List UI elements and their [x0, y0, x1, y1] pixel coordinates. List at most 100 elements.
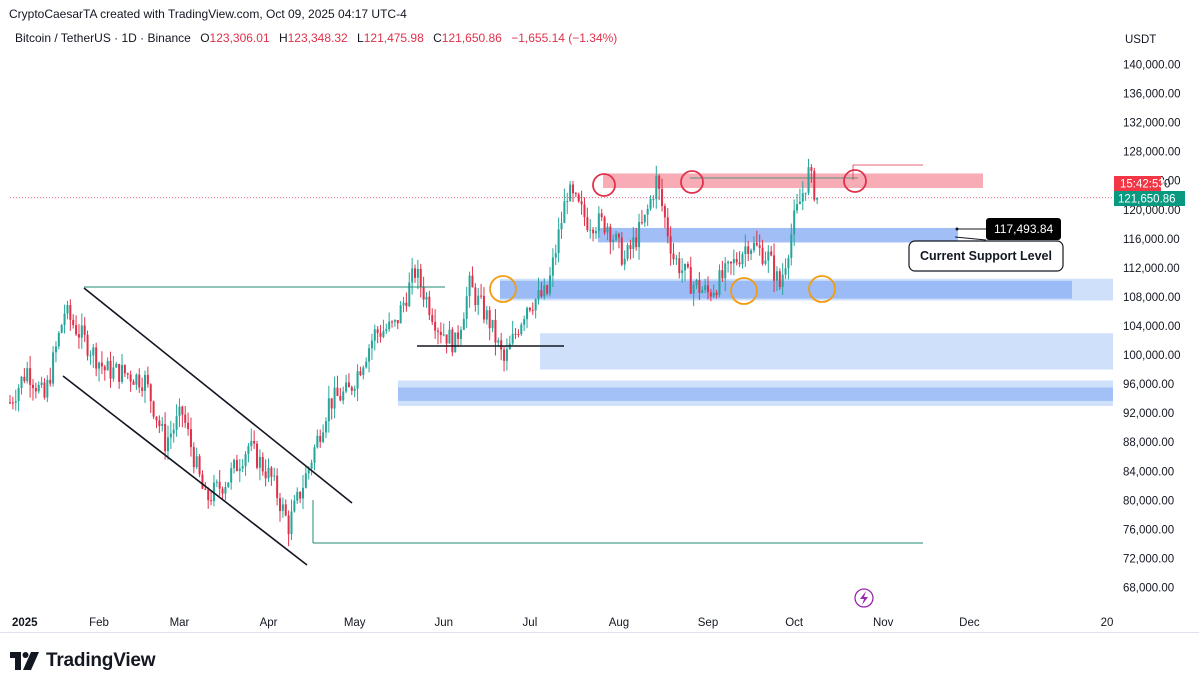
candle-body	[135, 374, 138, 385]
candle-body	[382, 331, 385, 337]
candle-body	[103, 366, 106, 371]
candle-body	[345, 382, 348, 392]
candle-body	[253, 440, 256, 444]
x-tick-label: Jul	[523, 617, 538, 629]
candle-body	[419, 268, 422, 288]
candle-body	[755, 242, 758, 246]
x-tick-label: Apr	[260, 617, 278, 629]
support-zone	[398, 387, 1113, 401]
candle-body	[712, 292, 715, 297]
x-tick-label: May	[344, 617, 366, 629]
time-axis[interactable]: 2025 Feb Mar Apr May Jun Jul Aug Sep Oct Nov Dec 20	[12, 617, 1113, 629]
candle-body	[477, 295, 480, 306]
close-label: C	[433, 31, 442, 45]
x-tick-label: Sep	[698, 617, 718, 629]
candle-body	[195, 456, 198, 468]
tradingview-logo[interactable]: TradingView	[10, 650, 156, 672]
candle-body	[385, 329, 388, 332]
candle-body	[482, 295, 485, 320]
candle-body	[201, 474, 204, 489]
candle-body	[586, 217, 589, 231]
candle-body	[649, 199, 652, 209]
countdown-text: 15:42:53	[1120, 179, 1165, 191]
support-zone	[598, 227, 958, 243]
candle-body	[681, 270, 684, 274]
symbol-title[interactable]: Bitcoin / TetherUS · 1D · Binance	[15, 31, 191, 45]
candle-body	[425, 296, 428, 300]
candle-body	[241, 466, 244, 469]
candle-body	[301, 487, 304, 499]
candle-body	[612, 239, 615, 242]
top-marker-circle	[843, 169, 867, 193]
candle-body	[666, 217, 669, 237]
candle-body	[451, 329, 454, 353]
candle-body	[606, 226, 609, 233]
candle-body	[238, 468, 241, 471]
price-axis[interactable]: USDT 140,000.00 136,000.00 132,000.00 128,0…	[1123, 34, 1181, 595]
candle-body	[388, 321, 391, 330]
candle-body	[235, 459, 238, 471]
candle-body	[494, 319, 497, 343]
candle-body	[60, 325, 63, 333]
low-label: L	[357, 31, 364, 45]
candle-body	[66, 305, 69, 314]
drawings-layer	[62, 164, 987, 566]
candle-body	[115, 363, 118, 368]
candle-body	[287, 515, 290, 535]
countdown-tick-digit: 0	[1164, 179, 1170, 191]
candle-body	[77, 334, 80, 338]
y-tick-label: 84,000.00	[1123, 466, 1174, 478]
candle-body	[324, 421, 327, 433]
candle-body	[184, 414, 187, 423]
countdown-tag: 15:42:53 0	[1114, 176, 1170, 191]
candle-body	[221, 488, 224, 494]
change-value: −1,655.14 (−1.34%)	[511, 31, 618, 45]
candle-body	[11, 402, 14, 404]
candle-body	[132, 381, 135, 385]
candle-body	[629, 245, 632, 249]
candle-body	[258, 456, 261, 468]
zones-layer	[398, 173, 1113, 406]
candle-body	[34, 388, 37, 392]
candle-body	[643, 214, 646, 223]
candle-body	[615, 233, 618, 240]
top-marker-circle	[592, 173, 616, 197]
candle-body	[224, 487, 227, 494]
candle-body	[569, 184, 572, 202]
candle-body	[793, 210, 796, 235]
support-label-box: Current Support Level	[908, 240, 1064, 272]
candle-body	[761, 247, 764, 264]
candle-body	[428, 296, 431, 316]
y-tick-label: 72,000.00	[1123, 553, 1174, 565]
candle-body	[187, 422, 190, 430]
candle-body	[574, 193, 577, 195]
candle-body	[112, 367, 115, 379]
candle-body	[296, 491, 299, 501]
candle-body	[448, 329, 451, 344]
candle-body	[8, 402, 12, 404]
candle-body	[807, 167, 810, 193]
candle-body	[741, 254, 744, 265]
candle-body	[215, 481, 218, 483]
candle-body	[370, 340, 373, 349]
candle-body	[686, 263, 689, 268]
candle-body	[695, 280, 698, 285]
candle-body	[98, 362, 101, 369]
candle-body	[189, 429, 192, 448]
candle-body	[310, 462, 313, 469]
lightning-icon[interactable]	[854, 588, 874, 608]
candle-body	[152, 401, 155, 417]
candle-body	[166, 437, 169, 452]
channel-upper-line	[83, 287, 353, 504]
candle-body	[517, 333, 520, 335]
y-tick-label: 140,000.00	[1123, 60, 1181, 72]
y-tick-label: 76,000.00	[1123, 524, 1174, 536]
support-label-text: Current Support Level	[920, 249, 1052, 263]
candle-body	[414, 268, 417, 278]
candle-body	[89, 355, 92, 357]
candle-body	[465, 296, 468, 319]
x-tick-label: 2025	[12, 617, 38, 629]
candle-body	[534, 299, 537, 311]
candle-body	[379, 333, 382, 337]
